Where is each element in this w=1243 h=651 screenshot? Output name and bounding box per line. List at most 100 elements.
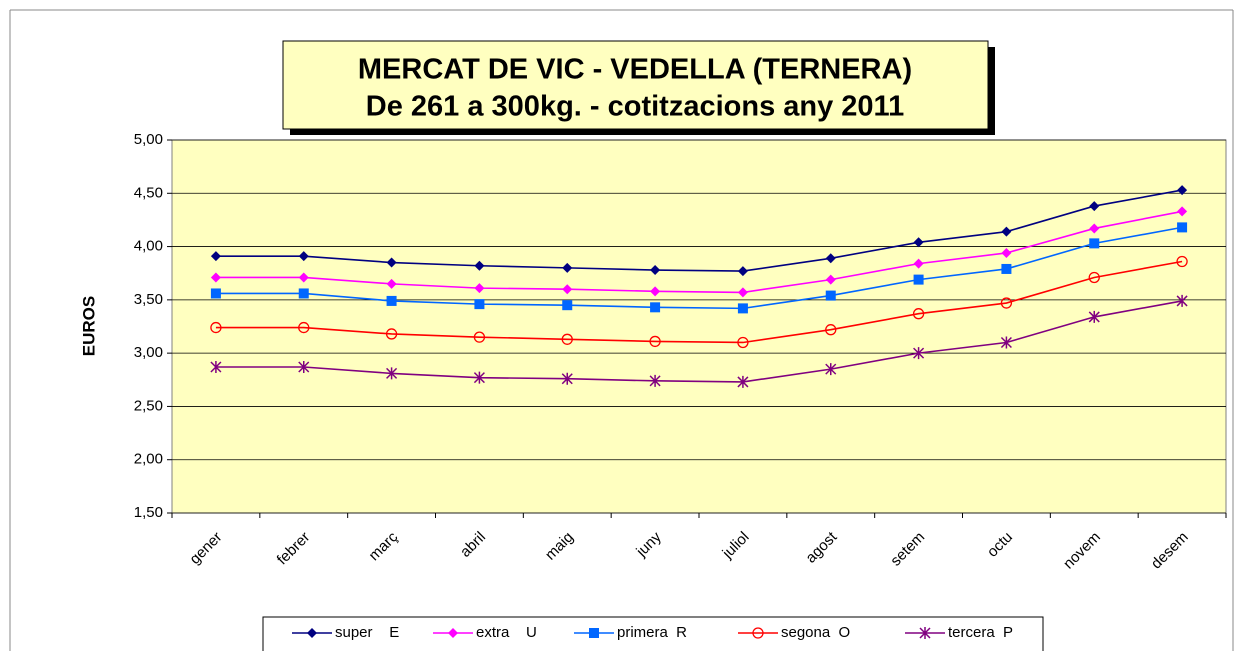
marker (650, 286, 661, 297)
chart-title: MERCAT DE VIC - VEDELLA (TERNERA) (358, 54, 912, 86)
marker (298, 251, 309, 262)
marker (752, 627, 764, 639)
marker (561, 372, 573, 385)
marker (1088, 310, 1100, 323)
x-tick-label: juny (633, 528, 666, 561)
marker (825, 324, 837, 336)
marker (919, 627, 931, 639)
x-tick-label: agost (802, 528, 841, 567)
marker (737, 287, 748, 298)
legend (262, 616, 1044, 651)
marker (385, 328, 398, 340)
marker (649, 374, 661, 387)
marker (1177, 206, 1188, 217)
series-line (215, 226, 1183, 310)
marker (913, 237, 924, 248)
x-tick-label: març (366, 528, 402, 564)
marker (650, 302, 661, 313)
x-tick-label: octu (984, 529, 1016, 561)
legend-label: primera R (617, 624, 687, 641)
legend-label: tercera P (948, 624, 1013, 641)
x-tick-label: abril (457, 529, 489, 561)
marker (1089, 223, 1100, 234)
marker (737, 303, 748, 314)
marker (561, 333, 573, 345)
marker (1001, 226, 1012, 237)
marker (562, 300, 573, 311)
marker (298, 360, 310, 373)
y-tick-label: 4,00 (134, 238, 163, 255)
marker (210, 321, 222, 334)
x-tick-label: febrer (274, 529, 314, 569)
marker (912, 308, 925, 320)
marker (1177, 222, 1188, 233)
x-tick-label: novem (1060, 529, 1104, 573)
marker (1001, 247, 1012, 258)
y-axis-label: EUROS (79, 296, 98, 356)
marker (913, 347, 925, 360)
marker (474, 260, 485, 271)
marker (210, 251, 221, 262)
y-tick-label: 2,50 (134, 397, 163, 414)
y-tick-label: 5,00 (134, 131, 163, 148)
marker (913, 258, 924, 269)
marker (825, 290, 836, 301)
legend-label: super E (335, 624, 399, 641)
marker (1000, 297, 1013, 309)
marker (298, 288, 309, 299)
plot-area (171, 139, 1227, 514)
marker (386, 278, 397, 289)
marker (474, 283, 485, 294)
marker (210, 288, 221, 299)
series-line (215, 260, 1183, 344)
marker (562, 262, 573, 273)
marker (386, 367, 398, 380)
marker (386, 295, 397, 306)
legend-label: extra U (476, 624, 537, 641)
marker (448, 628, 458, 638)
marker (825, 363, 837, 376)
marker (1000, 336, 1012, 349)
marker (1089, 201, 1100, 212)
marker (386, 257, 397, 268)
marker (1088, 271, 1100, 284)
marker (210, 360, 222, 373)
chart-title: De 261 a 300kg. - cotitzacions any 2011 (366, 91, 904, 123)
marker (825, 274, 836, 285)
y-tick-label: 3,50 (134, 291, 163, 308)
marker (298, 272, 309, 283)
x-tick-label: setem (887, 529, 928, 570)
marker (474, 299, 485, 310)
x-tick-label: desem (1148, 529, 1192, 573)
marker (737, 266, 748, 277)
marker (1176, 294, 1188, 307)
marker (589, 628, 599, 638)
marker (1089, 238, 1100, 249)
marker (737, 375, 749, 388)
marker (473, 331, 486, 343)
marker (649, 335, 661, 348)
marker (1001, 263, 1012, 274)
marker (473, 371, 485, 384)
series-line (215, 210, 1183, 294)
marker (913, 274, 924, 285)
marker (562, 284, 573, 295)
x-tick-label: gener (186, 529, 225, 568)
marker (1177, 185, 1188, 196)
title-box (282, 40, 989, 130)
marker (298, 321, 310, 334)
marker (650, 265, 661, 276)
series-line (215, 300, 1183, 383)
x-tick-label: juliol (719, 529, 753, 563)
marker (825, 253, 836, 264)
y-tick-label: 3,00 (134, 344, 163, 361)
legend-label: segona O (781, 624, 850, 641)
series-line (215, 189, 1183, 272)
marker (307, 628, 317, 638)
y-tick-label: 4,50 (134, 184, 163, 201)
marker (737, 336, 749, 349)
y-tick-label: 2,00 (134, 451, 163, 468)
y-tick-label: 1,50 (134, 504, 163, 521)
marker (1176, 255, 1188, 268)
